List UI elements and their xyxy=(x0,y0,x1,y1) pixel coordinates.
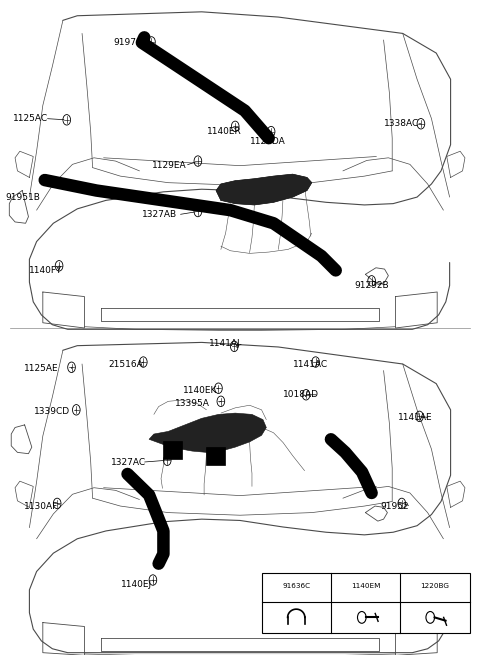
Text: 91292B: 91292B xyxy=(355,281,389,290)
Text: 1338AC: 1338AC xyxy=(384,119,419,129)
Text: 1130AF: 1130AF xyxy=(24,502,58,510)
Polygon shape xyxy=(149,413,266,453)
Text: 1327AB: 1327AB xyxy=(142,211,177,219)
Text: 1141AC: 1141AC xyxy=(293,359,328,369)
Text: 91952: 91952 xyxy=(380,502,409,510)
Text: 1018AD: 1018AD xyxy=(283,390,319,400)
Text: 1141AJ: 1141AJ xyxy=(209,339,240,348)
Text: 1140EJ: 1140EJ xyxy=(121,580,153,589)
Text: 1125AE: 1125AE xyxy=(24,364,58,373)
Text: 91951B: 91951B xyxy=(5,193,40,201)
Text: 1129EA: 1129EA xyxy=(152,161,186,170)
Text: 91975: 91975 xyxy=(113,38,142,47)
Text: 1140EM: 1140EM xyxy=(351,583,380,589)
Text: 1141AE: 1141AE xyxy=(398,413,432,422)
Polygon shape xyxy=(216,174,312,205)
Text: 13395A: 13395A xyxy=(175,399,210,408)
Text: 1220BG: 1220BG xyxy=(420,583,450,589)
Bar xyxy=(163,441,181,459)
Bar xyxy=(262,573,470,633)
Text: 1140FY: 1140FY xyxy=(29,266,63,275)
Text: 1327AC: 1327AC xyxy=(111,458,146,466)
Text: 1125DA: 1125DA xyxy=(250,137,285,146)
Text: 1140ER: 1140ER xyxy=(206,127,241,136)
Text: 21516A: 21516A xyxy=(108,359,143,369)
Text: 1339CD: 1339CD xyxy=(34,407,71,417)
Text: 1140EK: 1140EK xyxy=(182,386,217,395)
Text: 1125AC: 1125AC xyxy=(12,114,48,123)
Bar xyxy=(206,447,225,466)
Text: 91636C: 91636C xyxy=(282,583,310,589)
